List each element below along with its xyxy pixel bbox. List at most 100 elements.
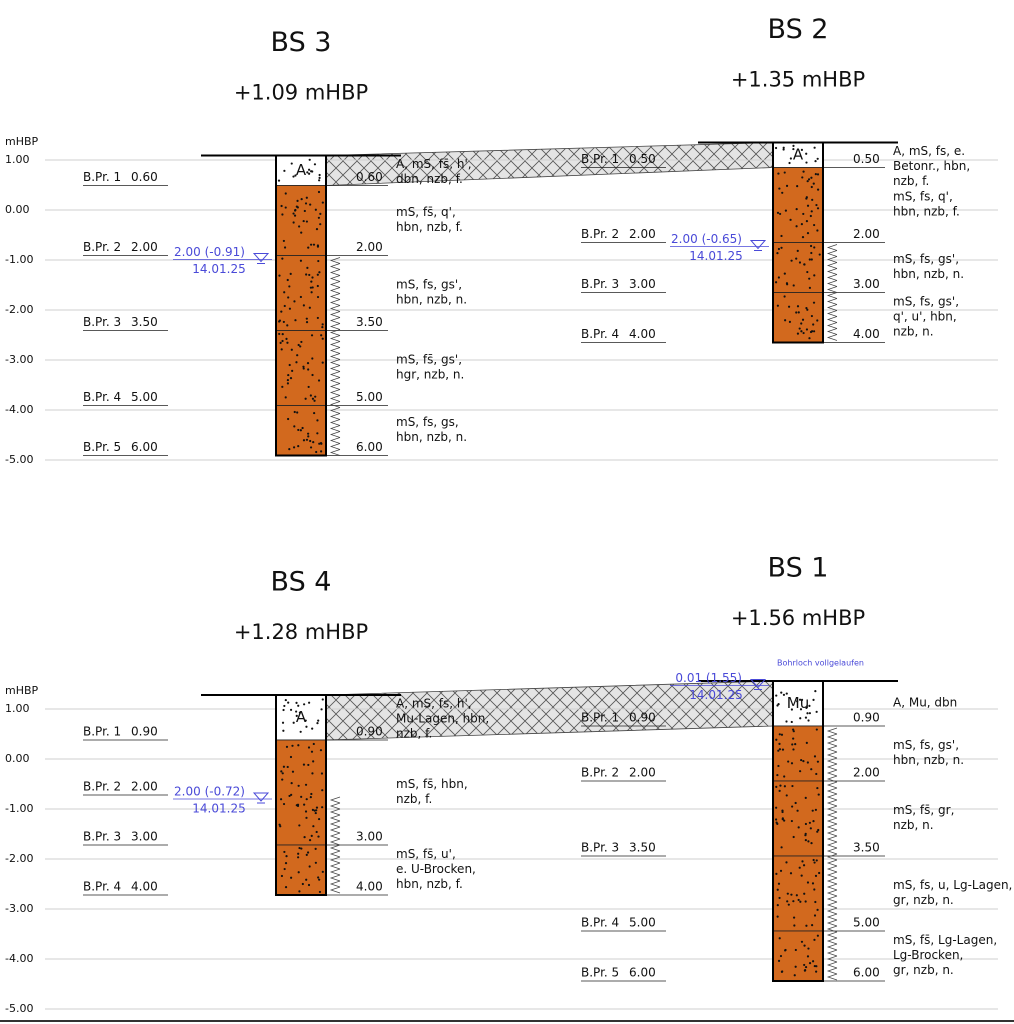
- soil-dot: [304, 202, 308, 205]
- soil-dot: [802, 760, 805, 763]
- soil-dot: [809, 244, 813, 248]
- soil-dot: [780, 246, 783, 249]
- soil-dot: [282, 320, 285, 324]
- soil-dot: [308, 865, 311, 868]
- soil-dot: [313, 411, 316, 415]
- soil-dot: [288, 794, 291, 798]
- soil-dot: [810, 210, 813, 213]
- sample-label: B.Pr. 1: [581, 711, 619, 725]
- soil-dot: [790, 819, 793, 823]
- soil-dot: [308, 701, 311, 704]
- soil-dot: [805, 741, 808, 744]
- soil-dot: [305, 317, 308, 320]
- soil-dot: [314, 811, 317, 815]
- layer-description: hbn, nzb, f.: [396, 220, 463, 234]
- soil-dot: [299, 429, 302, 432]
- soil-dot: [809, 330, 813, 334]
- soil-dot: [278, 823, 281, 826]
- soil-dot: [800, 148, 804, 151]
- depth-label: 3.50: [853, 841, 880, 855]
- soil-dot: [778, 742, 781, 745]
- soil-dot: [311, 276, 314, 279]
- soil-dot: [316, 432, 319, 435]
- soil-dot: [297, 871, 300, 874]
- layer-symbol: A: [793, 146, 804, 164]
- soil-dot: [298, 711, 302, 714]
- soil-dot: [316, 273, 319, 276]
- soil-dot: [812, 182, 815, 185]
- layer-description: A, mS, fs, h',: [396, 697, 472, 711]
- soil-dot: [297, 428, 300, 432]
- soil-dot: [321, 201, 324, 204]
- soil-dot: [813, 914, 817, 917]
- soil-dot: [802, 864, 806, 867]
- depth-label: 0.60: [356, 170, 383, 184]
- soil-dot: [797, 826, 800, 829]
- soil-dot: [806, 232, 810, 235]
- soil-dot: [309, 439, 312, 443]
- water-bearing-mark: [826, 244, 838, 341]
- soil-dot: [810, 842, 813, 845]
- soil-dot: [798, 866, 801, 869]
- soil-layer: [772, 167, 824, 243]
- soil-dot: [793, 924, 796, 927]
- soil-dot: [803, 963, 806, 967]
- soil-dot: [810, 185, 813, 189]
- layer-description: mS, fs̄, u',: [396, 847, 456, 861]
- soil-dot: [800, 330, 803, 333]
- soil-dot: [808, 258, 811, 261]
- tick-label: 1.00: [5, 153, 30, 166]
- layer-description: hbn, nzb, f.: [396, 877, 463, 891]
- soil-dot: [798, 327, 801, 330]
- soil-dot: [811, 960, 815, 963]
- soil-dot: [321, 361, 324, 364]
- soil-dot: [300, 795, 303, 798]
- depth-label: 2.00: [356, 240, 383, 254]
- soil-dot: [320, 334, 323, 337]
- soil-dot: [305, 220, 309, 223]
- soil-dot: [802, 331, 805, 335]
- soil-dot: [797, 311, 800, 314]
- soil-dot: [813, 246, 816, 249]
- soil-dot: [318, 176, 321, 179]
- soil-dot: [301, 882, 304, 886]
- soil-dot: [280, 348, 283, 351]
- soil-dot: [792, 147, 795, 151]
- soil-dot: [795, 207, 798, 211]
- soil-dot: [311, 397, 315, 400]
- soil-dot: [308, 273, 311, 277]
- soil-dot: [319, 442, 323, 445]
- soil-dot: [799, 708, 803, 711]
- layer-description: Mu-Lagen, hbn,: [396, 712, 489, 726]
- soil-dot: [807, 719, 810, 722]
- soil-dot: [282, 729, 285, 732]
- sample-label: B.Pr. 1: [581, 152, 619, 166]
- soil-dot: [779, 954, 783, 958]
- soil-dot: [307, 746, 311, 749]
- soil-dot: [291, 770, 295, 773]
- layer-description: mS, fs, gs',: [396, 278, 462, 292]
- soil-dot: [800, 758, 803, 762]
- soil-dot: [775, 872, 778, 875]
- soil-dot: [811, 809, 814, 812]
- tick-label: -1.00: [5, 253, 33, 266]
- layer-description: gr, nzb, n.: [893, 893, 954, 907]
- soil-dot: [786, 283, 789, 286]
- soil-dot: [796, 809, 799, 812]
- sample-label: B.Pr. 3: [83, 830, 121, 844]
- soil-dot: [297, 704, 300, 707]
- soil-dot: [317, 190, 321, 194]
- fill-layer-connection: [325, 142, 774, 186]
- soil-dot: [809, 827, 812, 830]
- soil-dot: [791, 743, 794, 746]
- water-bearing-mark: [329, 796, 341, 894]
- axis-label: mHBP: [5, 684, 39, 697]
- soil-dot: [286, 341, 289, 344]
- tick-label: -5.00: [5, 1002, 33, 1015]
- tick-label: -4.00: [5, 952, 33, 965]
- depth-label: 3.00: [356, 830, 383, 844]
- soil-dot: [778, 733, 781, 736]
- soil-dot: [304, 783, 308, 786]
- soil-dot: [283, 304, 286, 308]
- soil-dot: [783, 295, 786, 298]
